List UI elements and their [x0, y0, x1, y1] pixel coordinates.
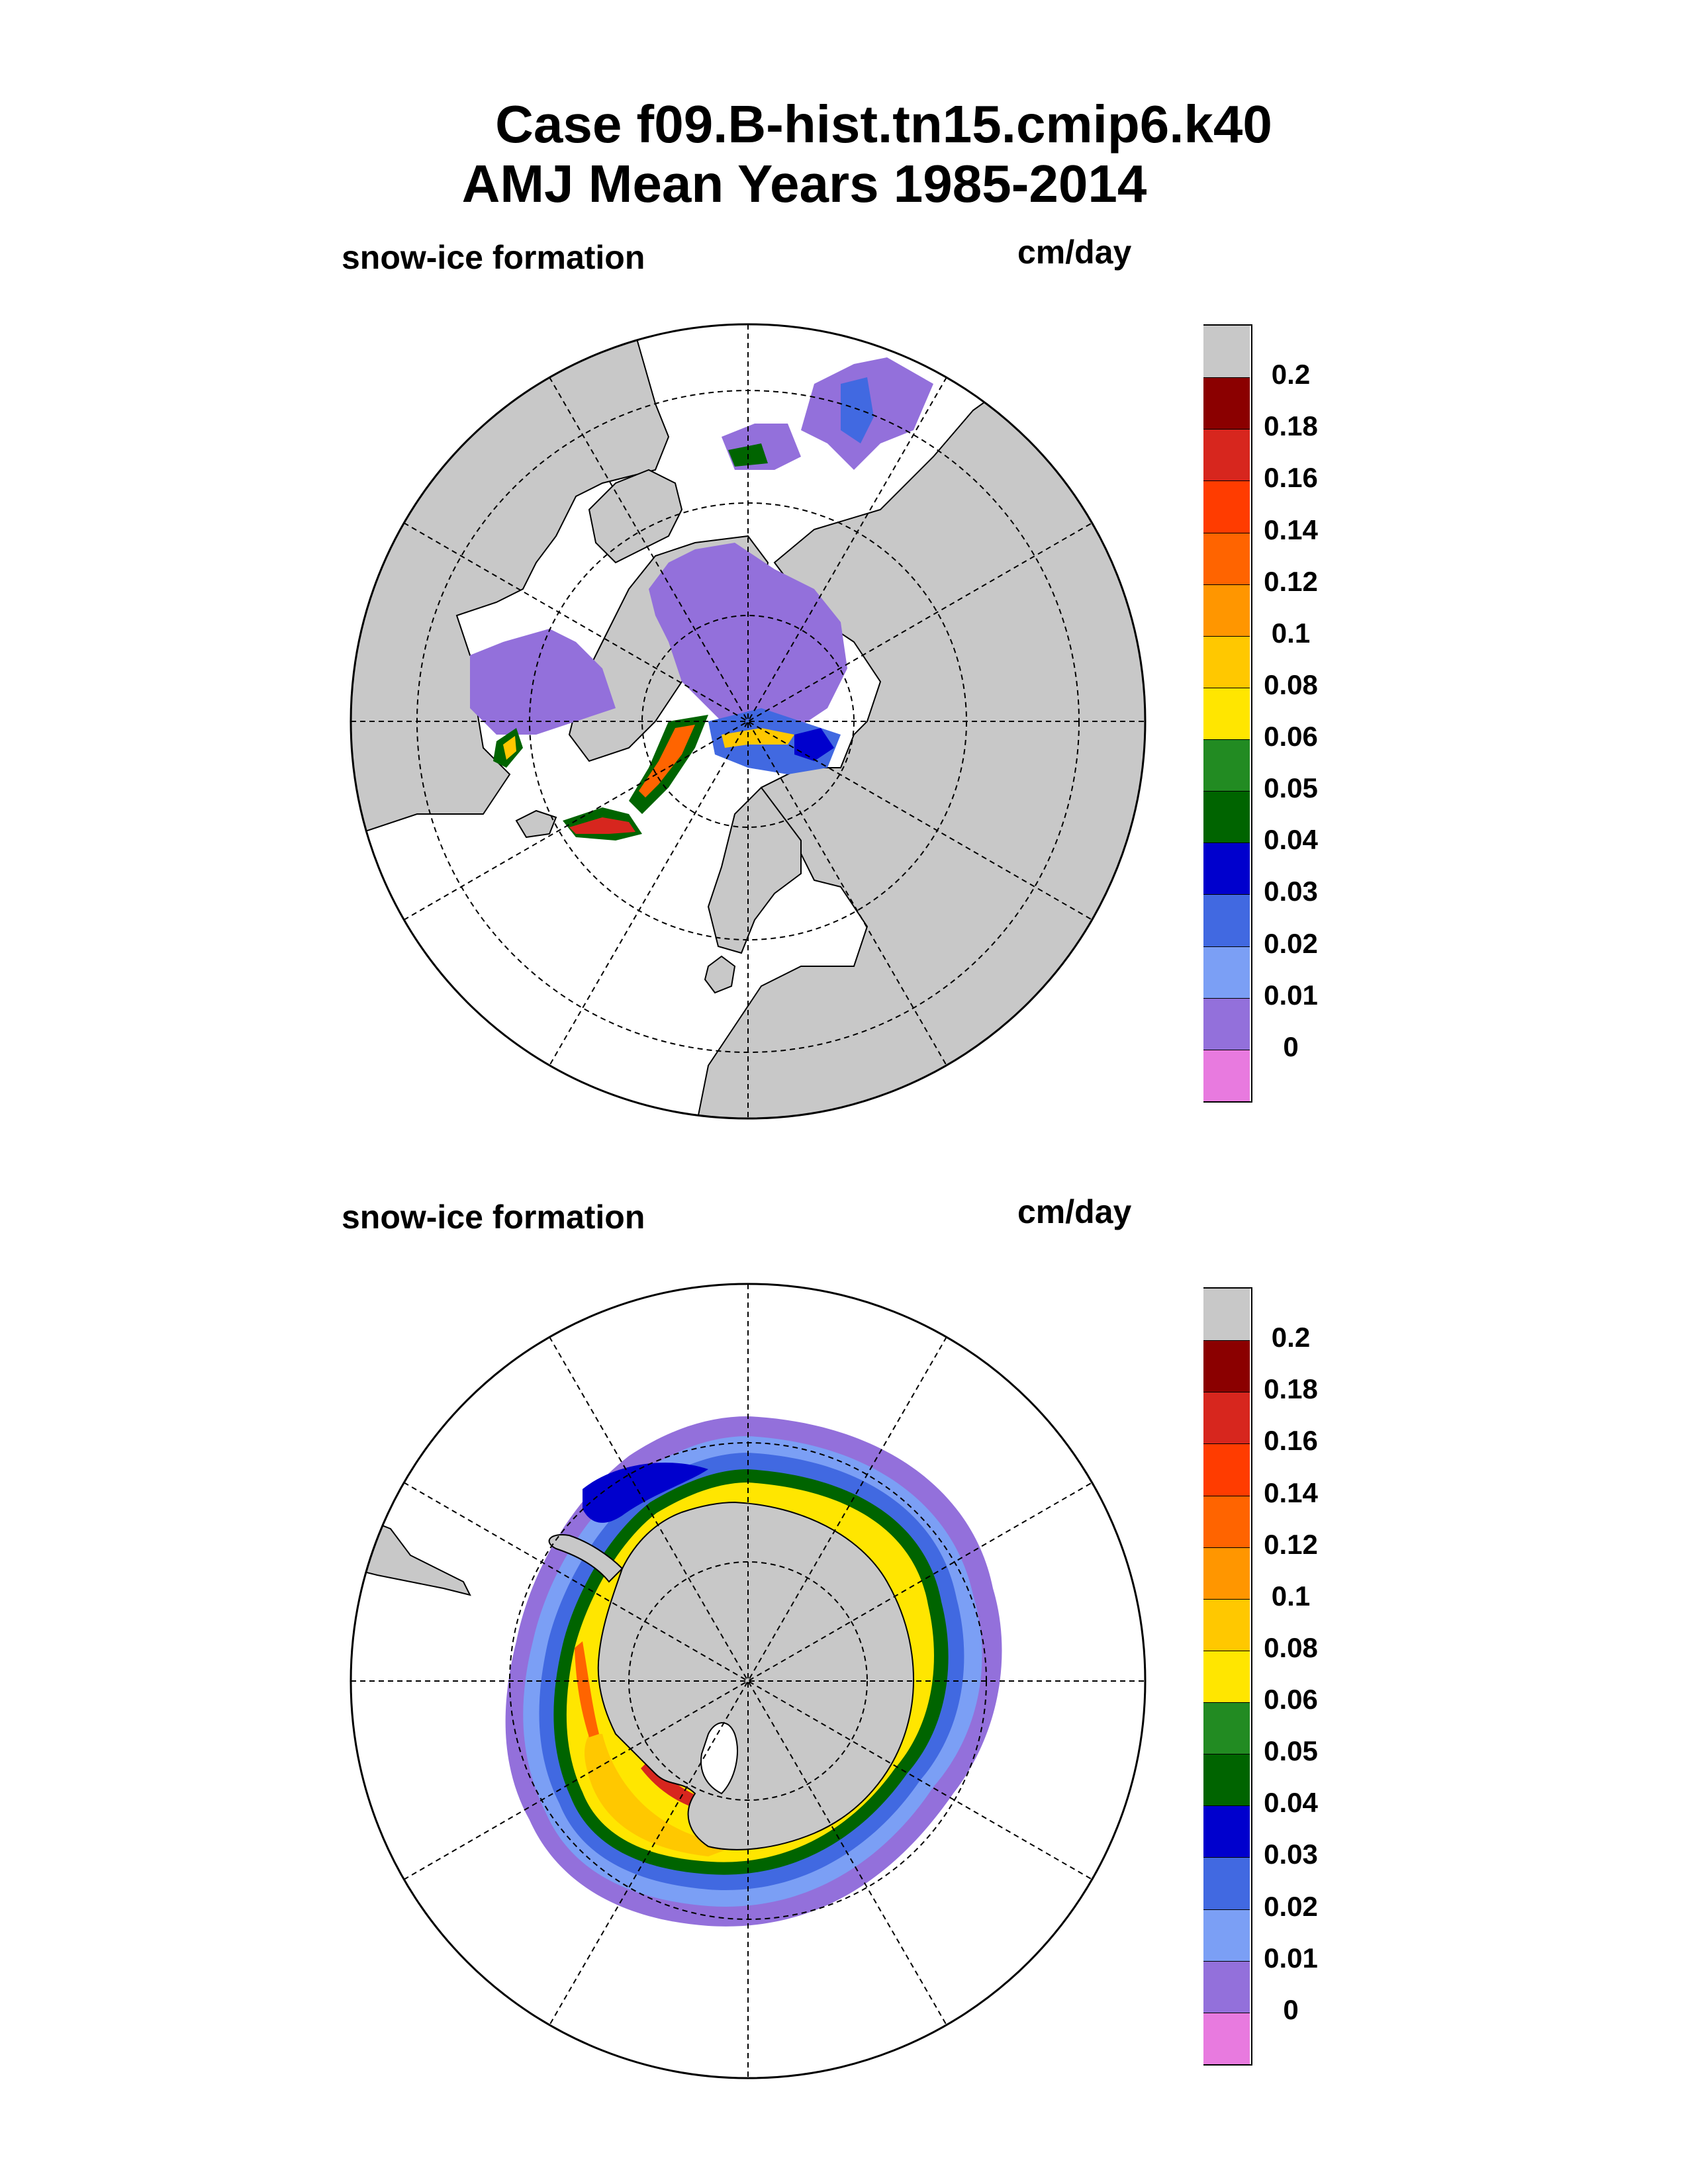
north-colorbar-swatch	[1203, 532, 1250, 584]
north-colorbar-swatch	[1203, 739, 1250, 792]
south-polar-map	[350, 1283, 1147, 2079]
north-land-canadian-islands	[588, 469, 683, 564]
north-colorbar-swatch	[1203, 429, 1250, 481]
north-colorbar-label: 0.12	[1264, 565, 1318, 597]
south-weddell-blue	[583, 1463, 708, 1523]
north-colorbar-swatch	[1203, 480, 1250, 533]
north-band-barents-hot	[722, 728, 794, 748]
south-colorbar-swatch	[1203, 1289, 1250, 1341]
figure-title-line2: AMJ Mean Years 1985-2014	[461, 154, 1147, 213]
north-colorbar-swatch	[1203, 1049, 1250, 1101]
north-colorbar-label: 0.08	[1264, 668, 1318, 700]
south-colorbar-label: 0.01	[1264, 1942, 1318, 1974]
south-colorbar-label: 0.08	[1264, 1631, 1318, 1663]
north-colorbar-swatch	[1203, 946, 1250, 998]
north-variable-label: snow-ice formation	[342, 239, 645, 276]
south-colorbar-swatch	[1203, 1598, 1250, 1651]
north-colorbar-label: 0.18	[1264, 410, 1318, 442]
south-colorbar-swatch	[1203, 1392, 1250, 1444]
north-graticule	[351, 324, 1145, 1118]
south-colorbar-swatch	[1203, 1547, 1250, 1599]
south-colorbar-label: 0.06	[1264, 1684, 1318, 1715]
south-colorbar-swatch	[1203, 1495, 1250, 1547]
south-land-antarctic-peninsula	[548, 1534, 624, 1583]
north-land-iceland	[515, 809, 557, 839]
north-map-border	[350, 323, 1147, 1120]
north-colorbar-swatch	[1203, 377, 1250, 430]
south-colorbar-swatch	[1203, 1340, 1250, 1392]
north-colorbar-swatch	[1203, 687, 1250, 740]
south-colorbar-label: 0.2	[1271, 1322, 1311, 1353]
north-colorbar-label: 0.04	[1264, 824, 1318, 856]
south-colorbar-swatch	[1203, 1909, 1250, 1961]
south-units-label: cm/day	[1017, 1193, 1132, 1230]
south-colorbar-swatch	[1203, 1443, 1250, 1496]
north-polar-map	[350, 323, 1147, 1120]
north-colorbar-label: 0	[1283, 1030, 1299, 1062]
north-colorbar-swatch	[1203, 791, 1250, 843]
south-hotspot-weddell-west	[575, 1641, 599, 1737]
south-colorbar-swatch	[1203, 1805, 1250, 1858]
north-colorbar-label: 0.02	[1264, 927, 1318, 959]
south-map-border	[350, 1283, 1147, 2079]
south-colorbar-swatch	[1203, 1650, 1250, 1703]
north-colorbar-swatch	[1203, 842, 1250, 895]
north-band-bering-blue	[841, 377, 874, 443]
north-colorbar-label: 0.06	[1264, 721, 1318, 752]
north-colorbar-label: 0.03	[1264, 876, 1318, 907]
north-colorbar-swatch	[1203, 326, 1250, 378]
north-ice-central	[649, 543, 847, 735]
north-colorbar-swatch	[1203, 894, 1250, 946]
south-colorbar-swatch	[1203, 1960, 1250, 2013]
south-colorbar-label: 0.04	[1264, 1787, 1318, 1819]
north-land-uk	[704, 955, 736, 994]
south-colorbar-label: 0.18	[1264, 1373, 1318, 1405]
south-colorbar-label: 0.1	[1271, 1580, 1311, 1612]
south-variable-label: snow-ice formation	[342, 1199, 645, 1236]
south-colorbar-label: 0.05	[1264, 1735, 1318, 1767]
north-band-greenland-east-hot	[639, 725, 695, 797]
north-colorbar-swatch	[1203, 584, 1250, 636]
north-colorbar-label: 0.14	[1264, 514, 1318, 545]
north-units-label: cm/day	[1017, 234, 1132, 271]
south-colorbar-label: 0.16	[1264, 1425, 1318, 1457]
south-colorbar-swatch	[1203, 2012, 1250, 2064]
north-colorbar-label: 0.1	[1271, 617, 1311, 649]
north-band-barents-core	[794, 728, 834, 761]
south-colorbar-label: 0	[1283, 1993, 1299, 2025]
south-colorbar-label: 0.12	[1264, 1528, 1318, 1560]
south-colorbar-label: 0.14	[1264, 1477, 1318, 1508]
north-colorbar-label: 0.05	[1264, 772, 1318, 804]
south-colorbar-label: 0.02	[1264, 1890, 1318, 1922]
north-colorbar-label: 0.2	[1271, 359, 1311, 390]
north-colorbar-label: 0.01	[1264, 979, 1318, 1011]
south-graticule	[351, 1284, 1145, 2078]
north-band-south-greenland-hot	[569, 817, 635, 834]
south-colorbar-swatch	[1203, 1857, 1250, 1909]
south-colorbar-label: 0.03	[1264, 1839, 1318, 1870]
south-colorbar-swatch	[1203, 1754, 1250, 1806]
north-colorbar-swatch	[1203, 635, 1250, 688]
south-colorbar-swatch	[1203, 1702, 1250, 1754]
figure-title-line1: Case f09.B-hist.tn15.cmip6.k40	[495, 95, 1272, 154]
north-band-labrador-hot	[503, 736, 516, 760]
north-ice-baffin	[470, 629, 616, 735]
north-colorbar-label: 0.16	[1264, 462, 1318, 494]
north-colorbar-swatch	[1203, 997, 1250, 1050]
